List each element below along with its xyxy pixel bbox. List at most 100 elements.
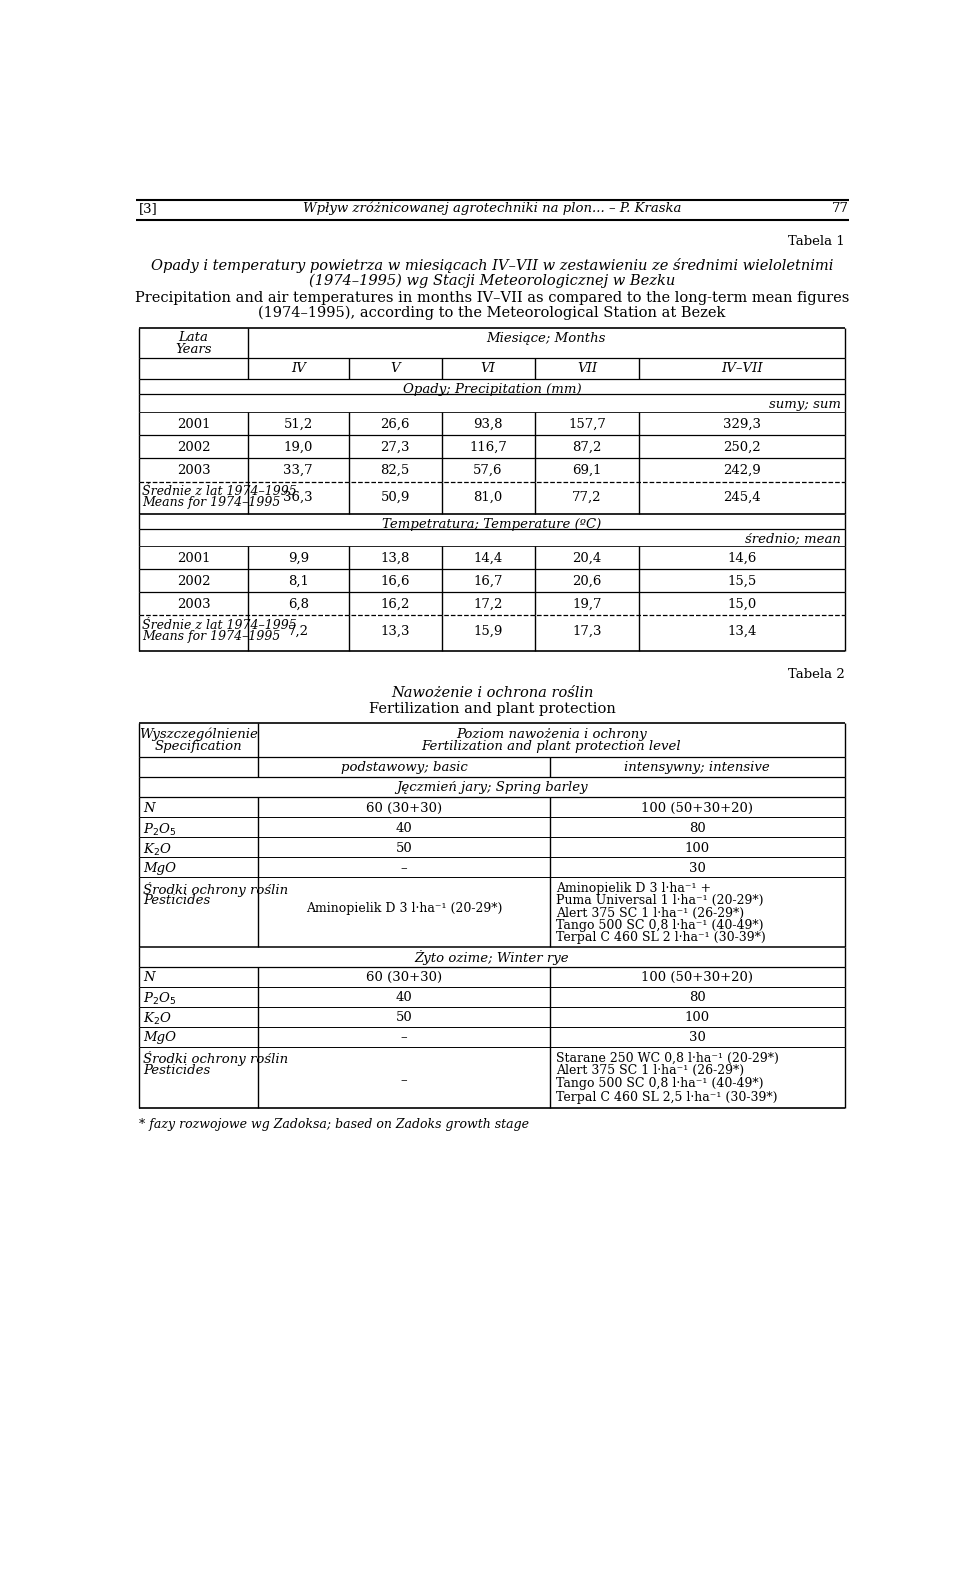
Text: 2002: 2002 bbox=[177, 441, 210, 454]
Text: 13,8: 13,8 bbox=[380, 552, 410, 565]
Text: Alert 375 SC 1 l·ha⁻¹ (26-29*): Alert 375 SC 1 l·ha⁻¹ (26-29*) bbox=[557, 1065, 744, 1078]
Text: Żyto ozime; Winter rye: Żyto ozime; Winter rye bbox=[415, 951, 569, 965]
Text: Środki ochrony roślin: Środki ochrony roślin bbox=[143, 882, 288, 897]
Text: średnio; mean: średnio; mean bbox=[745, 532, 841, 546]
Text: Lata: Lata bbox=[179, 330, 208, 343]
Text: 2001: 2001 bbox=[177, 417, 210, 430]
Text: 40: 40 bbox=[396, 822, 413, 835]
Text: intensywny; intensive: intensywny; intensive bbox=[625, 762, 770, 774]
Text: Średnie z lat 1974–1995: Średnie z lat 1974–1995 bbox=[142, 619, 298, 632]
Text: 14,4: 14,4 bbox=[473, 552, 503, 565]
Text: V: V bbox=[391, 362, 400, 375]
Text: 14,6: 14,6 bbox=[728, 552, 756, 565]
Text: 13,3: 13,3 bbox=[380, 625, 410, 638]
Text: 82,5: 82,5 bbox=[380, 463, 410, 476]
Text: 8,1: 8,1 bbox=[288, 574, 309, 587]
Text: 2002: 2002 bbox=[177, 574, 210, 587]
Text: K$_2$O: K$_2$O bbox=[143, 841, 172, 859]
Text: P$_2$O$_5$: P$_2$O$_5$ bbox=[143, 822, 177, 838]
Text: podstawowy; basic: podstawowy; basic bbox=[341, 762, 468, 774]
Text: Jęczmień jary; Spring barley: Jęczmień jary; Spring barley bbox=[396, 781, 588, 794]
Text: Means for 1974–1995: Means for 1974–1995 bbox=[142, 497, 281, 509]
Text: MgO: MgO bbox=[143, 862, 177, 874]
Text: 20,6: 20,6 bbox=[572, 574, 602, 587]
Text: N: N bbox=[143, 801, 155, 814]
Text: 116,7: 116,7 bbox=[469, 441, 507, 454]
Text: 6,8: 6,8 bbox=[288, 598, 309, 611]
Text: 16,2: 16,2 bbox=[380, 598, 410, 611]
Text: –: – bbox=[400, 1032, 407, 1044]
Text: 30: 30 bbox=[689, 862, 706, 874]
Text: 77,2: 77,2 bbox=[572, 490, 602, 503]
Text: Środki ochrony roślin: Środki ochrony roślin bbox=[143, 1051, 288, 1066]
Text: 60 (30+30): 60 (30+30) bbox=[366, 801, 443, 814]
Text: K$_2$O: K$_2$O bbox=[143, 1011, 172, 1027]
Text: 60 (30+30): 60 (30+30) bbox=[366, 971, 443, 984]
Text: Terpal C 460 SL 2,5 l·ha⁻¹ (30-39*): Terpal C 460 SL 2,5 l·ha⁻¹ (30-39*) bbox=[557, 1090, 778, 1103]
Text: (1974–1995), according to the Meteorological Station at Bezek: (1974–1995), according to the Meteorolog… bbox=[258, 306, 726, 321]
Text: Miesiące; Months: Miesiące; Months bbox=[487, 332, 606, 344]
Text: 26,6: 26,6 bbox=[380, 417, 410, 430]
Text: Precipitation and air temperatures in months IV–VII as compared to the long-term: Precipitation and air temperatures in mo… bbox=[134, 290, 850, 305]
Text: 15,5: 15,5 bbox=[728, 574, 756, 587]
Text: 15,0: 15,0 bbox=[728, 598, 756, 611]
Text: Fertilization and plant protection: Fertilization and plant protection bbox=[369, 701, 615, 716]
Text: 30: 30 bbox=[689, 1032, 706, 1044]
Text: 19,7: 19,7 bbox=[572, 598, 602, 611]
Text: P$_2$O$_5$: P$_2$O$_5$ bbox=[143, 992, 177, 1008]
Text: 50: 50 bbox=[396, 1011, 413, 1024]
Text: Tango 500 SC 0,8 l·ha⁻¹ (40-49*): Tango 500 SC 0,8 l·ha⁻¹ (40-49*) bbox=[557, 919, 764, 932]
Text: 51,2: 51,2 bbox=[283, 417, 313, 430]
Text: 93,8: 93,8 bbox=[473, 417, 503, 430]
Text: 33,7: 33,7 bbox=[283, 463, 313, 476]
Text: 13,4: 13,4 bbox=[728, 625, 756, 638]
Text: 157,7: 157,7 bbox=[568, 417, 606, 430]
Text: 80: 80 bbox=[689, 992, 706, 1005]
Text: 50,9: 50,9 bbox=[380, 490, 410, 503]
Text: 16,6: 16,6 bbox=[380, 574, 410, 587]
Text: IV–VII: IV–VII bbox=[721, 362, 763, 375]
Text: Opady i temperatury powietrza w miesiącach IV–VII w zestawieniu ze średnimi wiel: Opady i temperatury powietrza w miesiąca… bbox=[151, 259, 833, 273]
Text: 245,4: 245,4 bbox=[723, 490, 760, 503]
Text: Puma Universal 1 l·ha⁻¹ (20-29*): Puma Universal 1 l·ha⁻¹ (20-29*) bbox=[557, 893, 764, 908]
Text: 81,0: 81,0 bbox=[473, 490, 503, 503]
Text: Tabela 1: Tabela 1 bbox=[788, 235, 845, 248]
Text: Wyszczególnienie: Wyszczególnienie bbox=[139, 728, 258, 741]
Text: 100: 100 bbox=[684, 1011, 710, 1024]
Text: Nawożenie i ochrona roślin: Nawożenie i ochrona roślin bbox=[391, 686, 593, 700]
Text: Alert 375 SC 1 l·ha⁻¹ (26-29*): Alert 375 SC 1 l·ha⁻¹ (26-29*) bbox=[557, 906, 744, 919]
Text: * fazy rozwojowe wg Zadoksa; based on Zadoks growth stage: * fazy rozwojowe wg Zadoksa; based on Za… bbox=[139, 1117, 529, 1130]
Text: 250,2: 250,2 bbox=[723, 441, 760, 454]
Text: 242,9: 242,9 bbox=[723, 463, 761, 476]
Text: 100 (50+30+20): 100 (50+30+20) bbox=[641, 801, 754, 814]
Text: 9,9: 9,9 bbox=[288, 552, 309, 565]
Text: Pesticides: Pesticides bbox=[143, 1063, 210, 1076]
Text: 2003: 2003 bbox=[177, 463, 210, 476]
Text: Means for 1974–1995: Means for 1974–1995 bbox=[142, 630, 281, 643]
Text: 69,1: 69,1 bbox=[572, 463, 602, 476]
Text: 87,2: 87,2 bbox=[572, 441, 602, 454]
Text: IV: IV bbox=[291, 362, 305, 375]
Text: Tango 500 SC 0,8 l·ha⁻¹ (40-49*): Tango 500 SC 0,8 l·ha⁻¹ (40-49*) bbox=[557, 1078, 764, 1090]
Text: 80: 80 bbox=[689, 822, 706, 835]
Text: 100 (50+30+20): 100 (50+30+20) bbox=[641, 971, 754, 984]
Text: 17,3: 17,3 bbox=[572, 625, 602, 638]
Text: 7,2: 7,2 bbox=[288, 625, 309, 638]
Text: [3]: [3] bbox=[139, 202, 158, 214]
Text: Starane 250 WC 0,8 l·ha⁻¹ (20-29*): Starane 250 WC 0,8 l·ha⁻¹ (20-29*) bbox=[557, 1051, 780, 1065]
Text: 19,0: 19,0 bbox=[283, 441, 313, 454]
Text: 20,4: 20,4 bbox=[572, 552, 602, 565]
Text: Terpal C 460 SL 2 l·ha⁻¹ (30-39*): Terpal C 460 SL 2 l·ha⁻¹ (30-39*) bbox=[557, 932, 766, 944]
Text: 40: 40 bbox=[396, 992, 413, 1005]
Text: 2003: 2003 bbox=[177, 598, 210, 611]
Text: 77: 77 bbox=[831, 202, 849, 214]
Text: Pesticides: Pesticides bbox=[143, 893, 210, 908]
Text: 100: 100 bbox=[684, 841, 710, 855]
Text: Średnie z lat 1974–1995: Średnie z lat 1974–1995 bbox=[142, 484, 298, 498]
Text: Fertilization and plant protection level: Fertilization and plant protection level bbox=[421, 740, 681, 754]
Text: VII: VII bbox=[577, 362, 597, 375]
Text: –: – bbox=[400, 862, 407, 874]
Text: Years: Years bbox=[176, 343, 212, 355]
Text: MgO: MgO bbox=[143, 1032, 177, 1044]
Text: VI: VI bbox=[481, 362, 495, 375]
